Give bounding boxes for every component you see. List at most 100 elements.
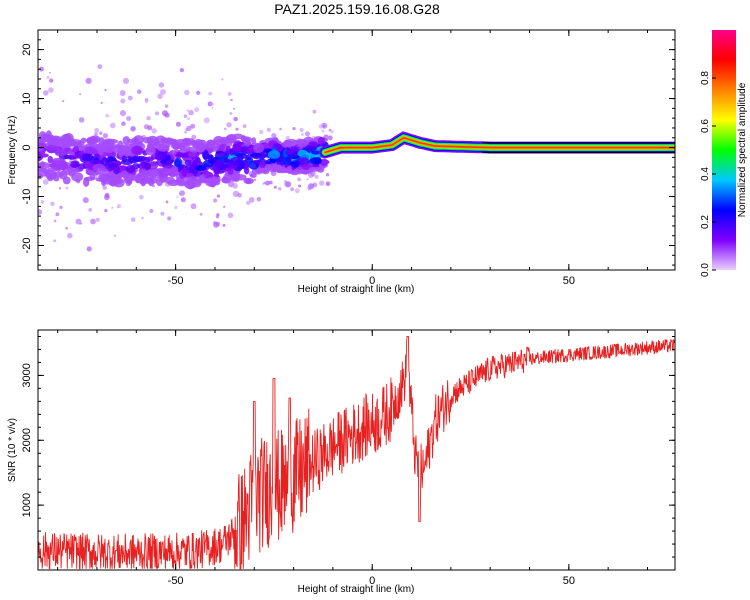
heatmap-speckle — [233, 107, 236, 110]
snr-y-tick-label: 2000 — [21, 428, 33, 452]
heatmap-speckle — [147, 125, 153, 131]
heatmap-speckle — [292, 127, 296, 131]
heatmap-blob — [47, 155, 54, 164]
heatmap-speckle — [246, 200, 251, 205]
heatmap-x-label: Height of straight line (km) — [298, 284, 415, 295]
heatmap-blob — [157, 145, 169, 152]
heatmap-blob — [311, 150, 321, 155]
heatmap-speckle — [121, 121, 126, 126]
heatmap-speckle — [160, 211, 165, 216]
heatmap-blob — [171, 141, 177, 147]
colorbar-tick-label: 0.0 — [700, 263, 711, 277]
heatmap-speckle — [127, 95, 133, 101]
colorbar-label: Normalized spectral amplitude — [737, 82, 748, 217]
figure-title: PAZ1.2025.159.16.08.G28 — [274, 1, 440, 17]
heatmap-speckle — [237, 192, 242, 198]
heatmap-speckle — [321, 129, 325, 133]
heatmap-blob — [143, 162, 152, 170]
heatmap-speckle — [85, 77, 92, 84]
heatmap-speckle — [290, 187, 295, 192]
heatmap-speckle — [79, 93, 82, 96]
heatmap-speckle — [49, 78, 54, 83]
heatmap-blob — [125, 164, 136, 173]
heatmap-blob — [229, 156, 242, 166]
heatmap-blob — [119, 170, 129, 178]
heatmap-speckle — [222, 223, 226, 227]
heatmap-blob — [80, 137, 87, 144]
colorbar-tick-label: 0.2 — [700, 215, 711, 229]
heatmap-blob — [236, 152, 248, 160]
heatmap-x-tick-label: -50 — [168, 275, 184, 287]
heatmap-blob — [74, 150, 84, 159]
heatmap-blob — [97, 145, 105, 156]
heatmap-blob — [217, 143, 228, 153]
heatmap-speckle — [62, 100, 65, 103]
heatmap-speckle — [119, 110, 127, 117]
heatmap-speckle — [256, 196, 262, 202]
heatmap-speckle — [65, 226, 68, 230]
heatmap-speckle — [227, 92, 232, 96]
heatmap-speckle — [266, 127, 271, 132]
heatmap-blob — [62, 176, 71, 185]
heatmap-speckle — [67, 232, 73, 239]
heatmap-speckle — [186, 125, 192, 132]
heatmap-speckle — [191, 134, 197, 140]
heatmap-blob — [221, 177, 232, 184]
heatmap-blob — [135, 174, 143, 183]
heatmap-speckle — [122, 77, 130, 84]
heatmap-blob — [54, 149, 67, 157]
heatmap-speckle — [199, 212, 203, 216]
heatmap-blob — [121, 155, 127, 163]
snr-series — [38, 336, 675, 570]
heatmap-blob — [98, 137, 105, 148]
heatmap-speckle — [88, 208, 93, 212]
heatmap-blob — [292, 169, 301, 174]
heatmap-blob — [171, 165, 179, 176]
heatmap-blob — [179, 144, 191, 151]
heatmap-blob — [259, 161, 266, 168]
heatmap-speckle — [174, 205, 178, 210]
heatmap-blob — [70, 160, 80, 169]
heatmap-blob — [105, 173, 115, 183]
heatmap-blob — [131, 145, 143, 155]
heatmap-speckle — [38, 209, 43, 215]
heatmap-blob — [176, 152, 188, 158]
snr-y-tick-label: 3000 — [21, 363, 33, 387]
heatmap-speckle — [285, 135, 291, 141]
heatmap-speckle — [328, 128, 332, 132]
heatmap-blob — [71, 172, 84, 182]
heatmap-speckle — [208, 91, 213, 96]
heatmap-blob — [285, 156, 292, 163]
heatmap-blob — [204, 171, 213, 179]
heatmap-blob — [245, 178, 252, 184]
heatmap-blob — [94, 153, 100, 158]
heatmap-speckle — [130, 217, 136, 222]
colorbar-gradient — [712, 30, 736, 270]
heatmap-speckle — [126, 116, 131, 121]
colorbar-tick-label: 0.4 — [700, 167, 711, 181]
snr-y-label: SNR (10 * v/v) — [7, 418, 18, 482]
heatmap-speckle — [301, 133, 304, 136]
snr-x-label: Height of straight line (km) — [298, 584, 415, 595]
heatmap-blob — [46, 144, 57, 151]
heatmap-blob — [218, 152, 226, 157]
heatmap-speckle — [46, 75, 50, 79]
heatmap-speckle — [94, 127, 100, 133]
heatmap-speckle — [104, 88, 107, 92]
heatmap-speckle — [130, 126, 136, 132]
heatmap-speckle — [55, 212, 60, 217]
heatmap-speckle — [271, 133, 277, 139]
heatmap-speckle — [319, 180, 325, 186]
heatmap-speckle — [190, 203, 197, 210]
heatmap-speckle — [273, 185, 277, 189]
heatmap-speckle — [119, 90, 126, 96]
heatmap-blob — [102, 145, 115, 153]
heatmap-blob — [38, 142, 47, 150]
heatmap-blob — [188, 151, 198, 158]
heatmap-blob — [133, 135, 145, 144]
heatmap-blob — [81, 153, 94, 162]
heatmap-speckle — [139, 194, 144, 200]
heatmap-blob — [196, 142, 208, 150]
heatmap-speckle — [90, 218, 96, 225]
heatmap-speckle — [58, 187, 62, 190]
